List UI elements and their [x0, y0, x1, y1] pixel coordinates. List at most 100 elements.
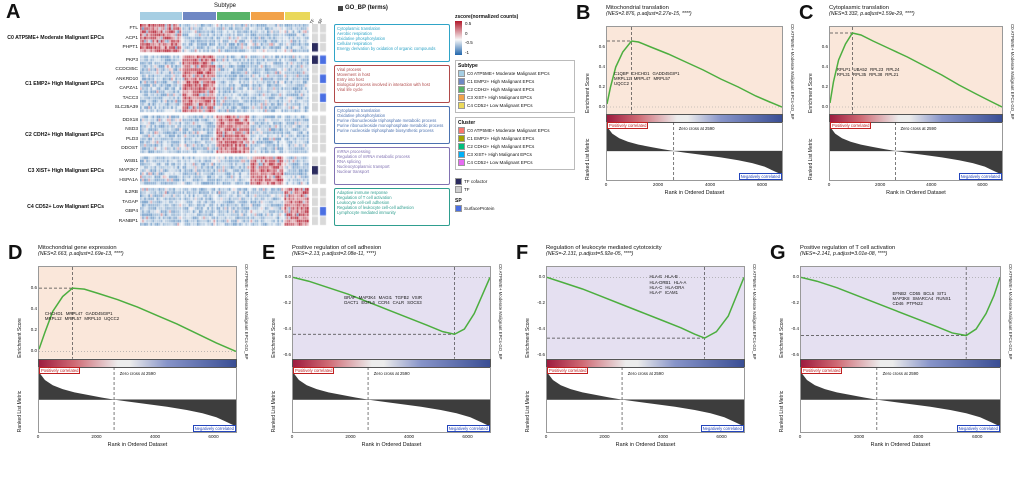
ranked-metric-svg	[830, 122, 1002, 180]
metric-axis-label: Ranked List Metric	[808, 138, 814, 180]
gene-label: C1QBP	[614, 70, 629, 76]
gene-label: PTPN22	[906, 301, 923, 307]
legend-swatch	[458, 127, 465, 134]
geneset-side-label: C0 ATP5ME+ Moderate Malignant EPCs-GO_BP	[498, 264, 503, 360]
gsea-title: Positive regulation of cell adhesion	[292, 245, 382, 251]
cluster-legend: Cluster C0 ATP5ME+ Moderate Malignant EP…	[455, 117, 575, 170]
negatively-correlated-label: Negatively correlated	[192, 424, 236, 432]
subtype-bar-segment	[182, 12, 216, 20]
enrichment-score-plot: 0.6 0.4 0.2 0.0 CHCHD1 MRPL47 GADD45GIP1 MRPL1…	[31, 266, 237, 360]
es-axis-label: Enrichment Score	[271, 318, 277, 358]
zero-cross-label: Zero cross at 2590	[678, 126, 715, 131]
x-tick: 4000	[403, 434, 415, 439]
leading-edge-genes: HLA-E HLA-B HLA-DRB1 HLA-A HLA-C HLA-DRA HLA-F…	[649, 274, 692, 295]
rank-correlation-bar	[292, 358, 491, 368]
tf-sp-annotation-columns	[312, 24, 327, 226]
es-tick: 0.6	[598, 43, 605, 49]
legend-swatch	[455, 186, 462, 193]
go-term: Cellular respiration	[337, 41, 372, 47]
gene-label: DDOST	[121, 146, 138, 152]
gsea-header: Positive regulation of cell adhesion (NE…	[292, 245, 492, 257]
zscore-legend-title: zscore(normalized counts)	[455, 14, 519, 20]
subtype-legend: Subtype C0 ATP5ME+ Moderate Malignant EP…	[455, 60, 575, 113]
gene-label: MRPL57	[653, 75, 671, 81]
go-term: Viral life cycle	[337, 87, 363, 93]
gene-label: HLA-DRB1	[649, 279, 671, 285]
es-tick: -0.6	[283, 351, 291, 357]
gene-label: PHPT1	[122, 45, 138, 51]
es-tick: -0.2	[283, 299, 291, 305]
legend-item: C2 CDH2+ High Malignant EPCs	[458, 143, 572, 150]
geneset-side-label: C0 ATP5ME+ Moderate Malignant EPCs-GO_BP	[244, 264, 249, 360]
gsea-stats: (NES=2.876, p.adjust=2.27e-15, ****)	[606, 11, 692, 17]
metric-axis-label: Ranked List Metric	[525, 390, 531, 432]
zscore-colorbar	[455, 21, 462, 55]
x-tick: 2000	[91, 434, 102, 439]
es-tick: 0.0	[538, 274, 545, 280]
legend-label: C3 XIST+ High Malignant EPCs	[467, 152, 532, 157]
x-axis-ticks: 0 2000 4000 6000	[545, 434, 745, 440]
row-group-label: C2 CDH2+ High Malignant EPCs	[25, 131, 104, 138]
gene-label: CD55	[909, 290, 921, 296]
legend-item: C1 EMP2+ High Malignant EPCs	[458, 135, 572, 142]
x-axis-ticks: 0 2000 4000 6000	[828, 182, 1003, 188]
gsea-title: Cytoplasmic translation	[829, 5, 889, 11]
gene-label: CAPZA1	[119, 86, 138, 92]
gene-label: SIT1	[937, 290, 947, 296]
gene-label: HLA-F	[649, 289, 662, 295]
row-group-label: C4 CD52+ Low Malignant EPCs	[27, 204, 104, 210]
x-tick: 4000	[149, 434, 161, 439]
legend-label: C4 CD52+ Low Malignant EPCs	[467, 160, 533, 165]
expression-heatmap	[140, 24, 310, 226]
rank-correlation-bar	[546, 358, 745, 368]
gsea-title: Regulation of leukocyte mediated cytotox…	[546, 245, 662, 251]
go-term: Cytoplasmic translation	[337, 26, 381, 31]
metric-axis-label: Ranked List Metric	[585, 138, 591, 180]
es-axis-label: Enrichment Score	[808, 73, 814, 113]
gene-label: VSIR	[411, 294, 422, 300]
positively-correlated-label: Positively correlated	[39, 366, 81, 374]
go-term: Aerobic respiration	[337, 31, 372, 37]
legend-item: C1 EMP2+ High Malignant EPCs	[458, 78, 572, 85]
go-bp-terms-header: GO_BP (terms)	[338, 5, 388, 11]
zero-cross-label: Zero cross at 2590	[373, 370, 410, 376]
es-tick: 0.4	[30, 305, 37, 311]
positively-correlated-label: Positively correlated	[830, 122, 872, 129]
legend-label: C4 CD52+ Low Malignant EPCs	[467, 103, 533, 108]
x-axis-ticks: 0 2000 4000 6000	[37, 434, 237, 440]
x-axis-ticks: 0 2000 4000 6000	[605, 182, 783, 188]
es-tick: 0.2	[598, 83, 605, 89]
legend-label: C2 CDH2+ High Malignant EPCs	[467, 87, 535, 92]
gene-label: HLA-C	[649, 284, 663, 290]
go-header-text: GO_BP (terms)	[345, 5, 388, 11]
zscore-tick: 0	[465, 30, 468, 36]
gsea-header: Mitochondrial gene expression (NES=2.663…	[38, 245, 238, 257]
ranked-metric-plot: Positively correlated Negatively correla…	[38, 366, 237, 433]
gene-label: MRPL12	[614, 75, 631, 81]
gsea-header: Regulation of leukocyte mediated cytotox…	[546, 245, 746, 257]
gsea-stats: (NES=3.332, p.adjust=1.59e-29, ****)	[829, 11, 915, 17]
gene-label: FTL	[129, 26, 138, 32]
geneset-side-label: C0 ATP5ME+ Moderate Malignant EPCs-GO_BP	[752, 264, 757, 360]
gsea-panel: E Positive regulation of cell adhesion (…	[262, 242, 506, 486]
gene-label: GBP4	[125, 209, 138, 215]
legend-column: zscore(normalized counts) 0.5 0 -0.5 -1 Sub…	[455, 14, 575, 213]
positively-correlated-label: Positively correlated	[801, 366, 843, 374]
es-tick: 0.6	[30, 284, 37, 290]
gsea-panel: G Positive regulation of T cell activati…	[770, 242, 1016, 486]
gene-label: NSD3	[125, 127, 138, 133]
gene-label: EFNB2	[892, 290, 907, 296]
legend-label: C0 ATP5ME+ Moderate Malignant EPCs	[467, 128, 550, 133]
enrichment-curve-svg	[607, 27, 782, 114]
gene-label: MRPL47	[633, 75, 651, 81]
row-group-label: C3 XIST+ High Malignant EPCs	[27, 167, 104, 174]
gene-label: HLA-B	[665, 274, 678, 280]
gene-label: TGFB2	[395, 294, 409, 300]
legend-swatch	[458, 151, 465, 158]
go-term: Nucleocytoplasmic transport	[337, 164, 390, 170]
es-tick: -0.6	[537, 351, 545, 357]
go-term: Cytoplasmic translation	[337, 108, 381, 113]
es-tick: 0.0	[598, 103, 605, 109]
es-tick: 0.0	[284, 274, 291, 280]
